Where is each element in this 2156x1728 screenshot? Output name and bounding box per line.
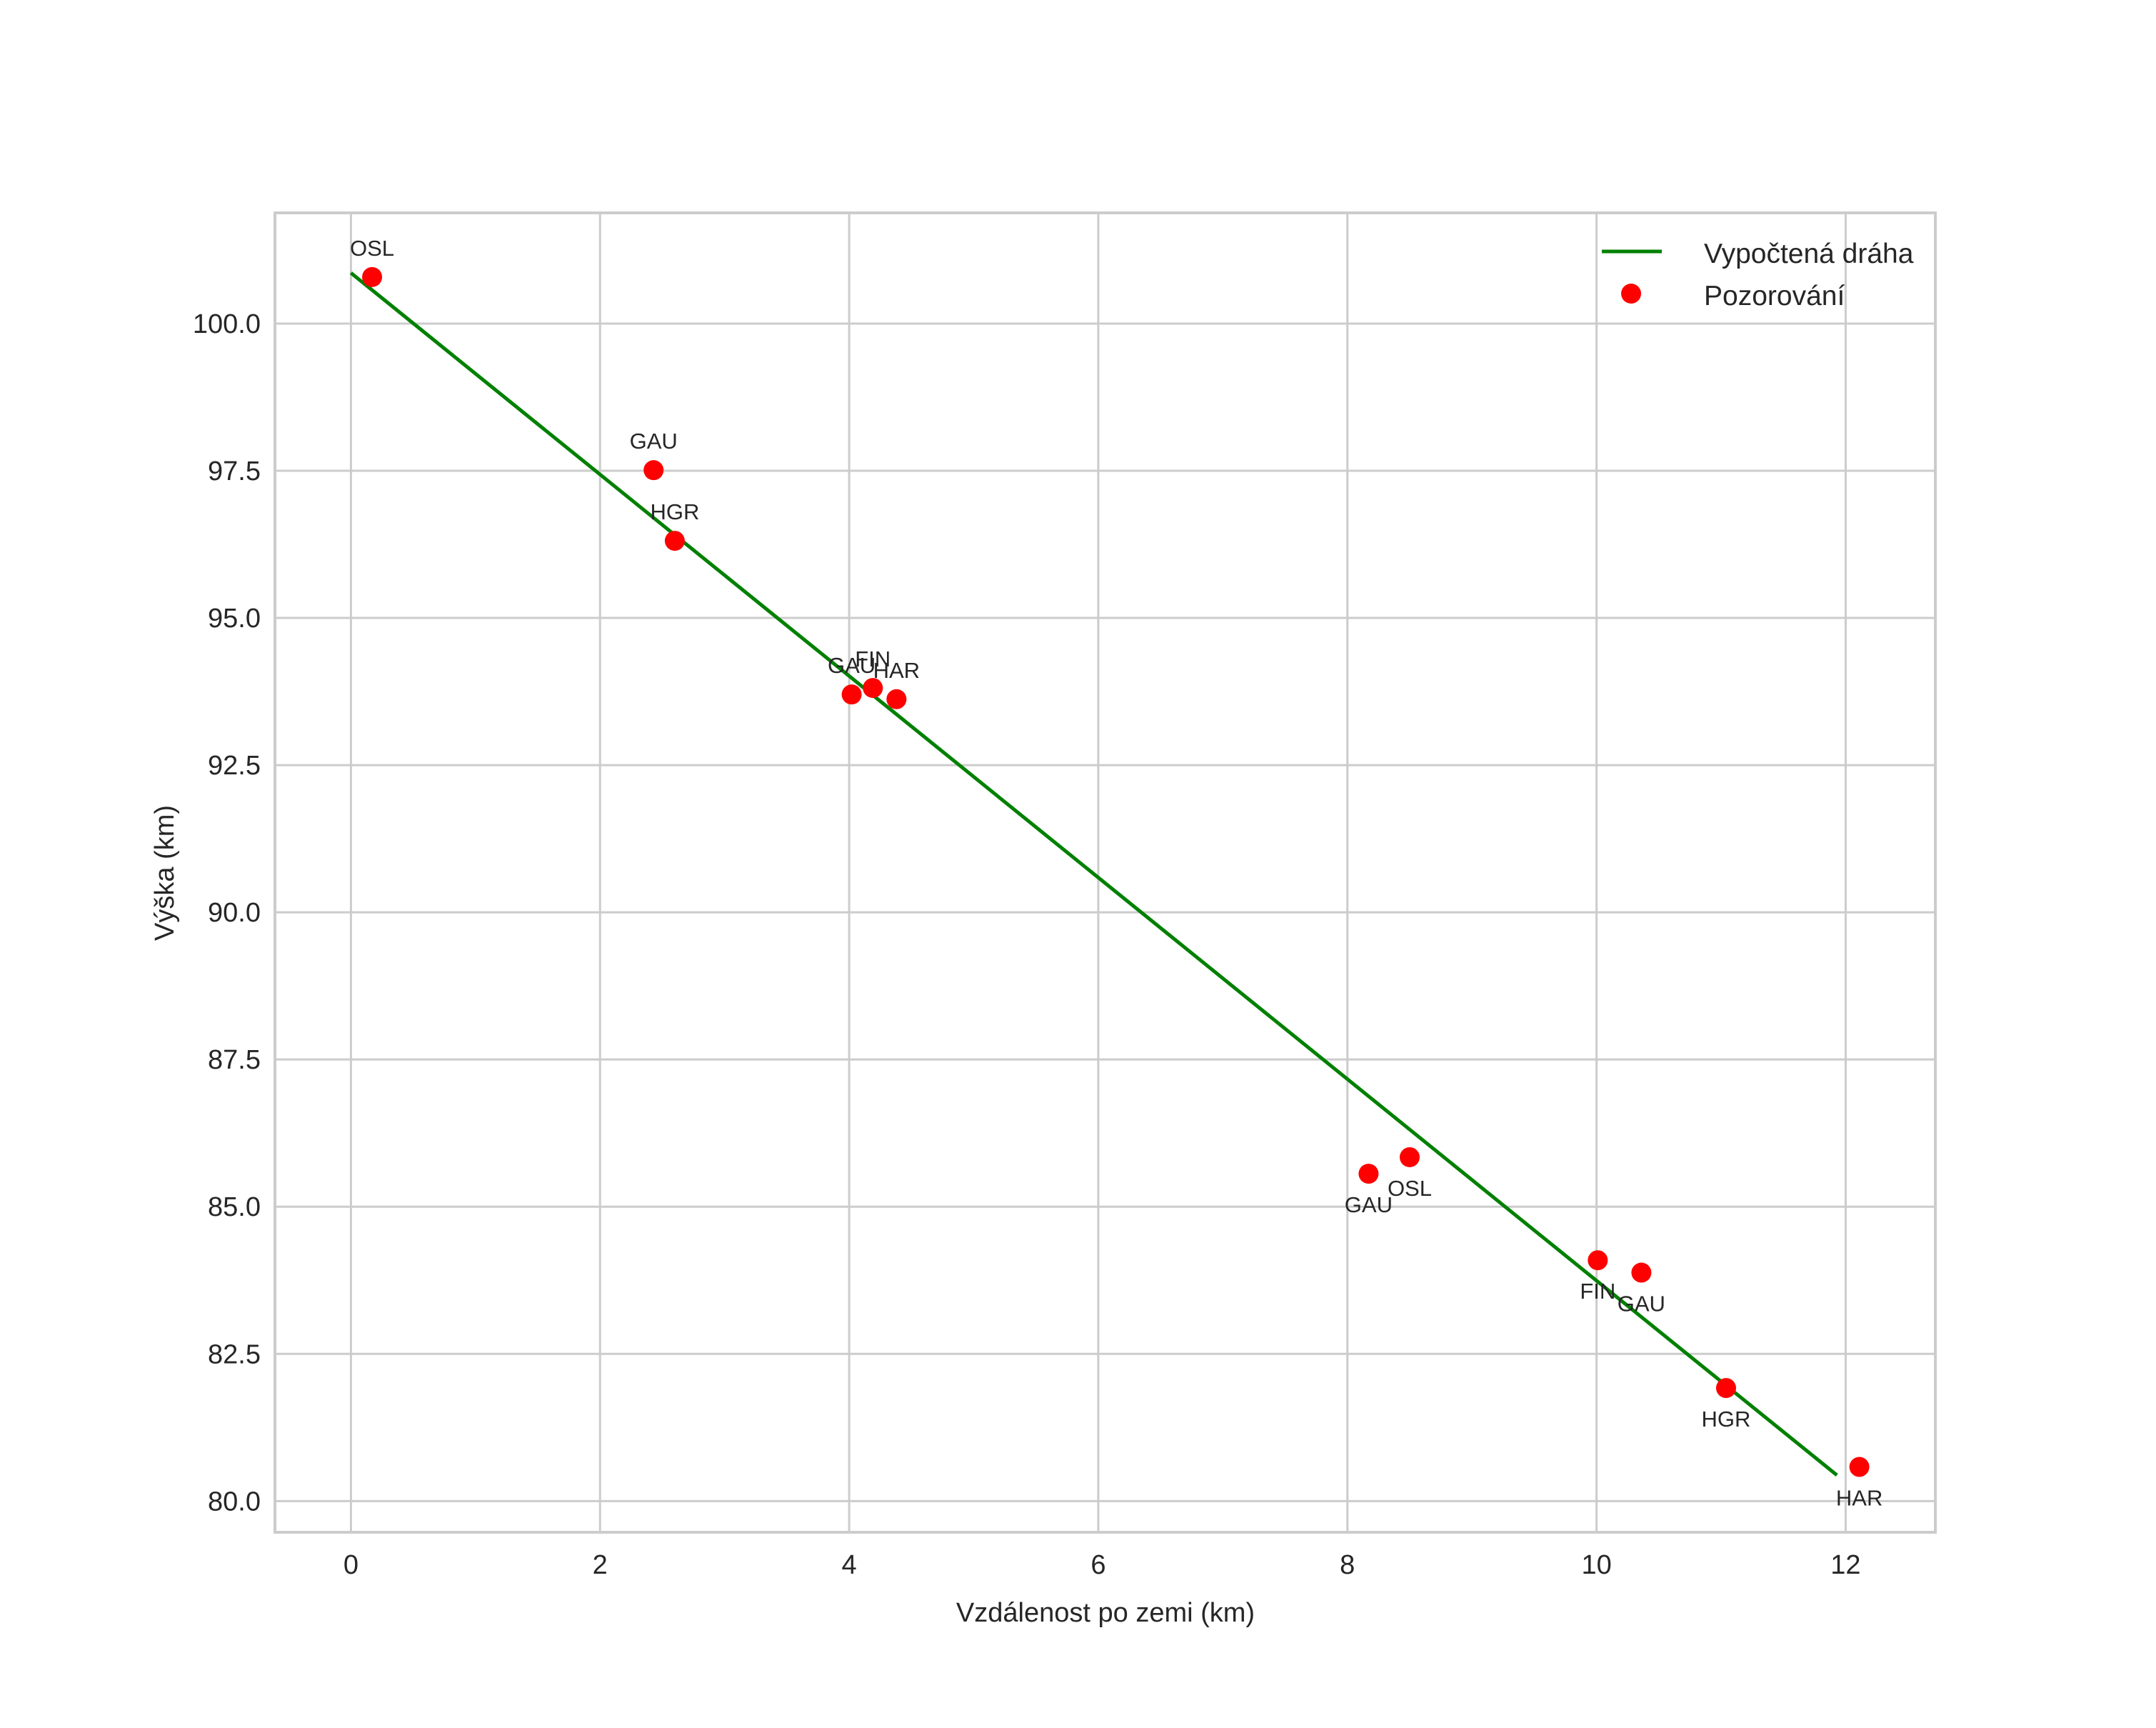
x-tick-label: 0 xyxy=(344,1550,359,1580)
axes-frame xyxy=(274,211,1937,1534)
computed-trajectory-line xyxy=(349,271,1838,1477)
station-label: GAU xyxy=(1345,1192,1393,1217)
observation-dot xyxy=(664,531,685,551)
x-axis-ticks: 0 2 4 6 8 10 12 xyxy=(344,1550,1861,1580)
y-tick-label: 100.0 xyxy=(193,309,261,339)
legend-item-observations: Pozorování xyxy=(1621,281,1845,311)
station-label: GAU xyxy=(828,653,876,678)
legend-item-computed-trajectory: Vypočtená dráha xyxy=(1602,239,1914,269)
trajectory-line xyxy=(349,271,1838,1477)
legend-label-computed-trajectory: Vypočtená dráha xyxy=(1704,239,1914,269)
observation-dot xyxy=(886,689,907,709)
station-label: FIN xyxy=(1580,1279,1615,1304)
y-tick-label: 85.0 xyxy=(208,1192,261,1222)
y-tick-label: 97.5 xyxy=(208,456,261,486)
observation-dot xyxy=(863,678,883,699)
station-label: OSL xyxy=(350,236,394,261)
observation-dot xyxy=(1358,1164,1379,1184)
y-tick-label: 80.0 xyxy=(208,1487,261,1517)
observation-dot xyxy=(1588,1250,1608,1271)
x-tick-label: 6 xyxy=(1090,1550,1105,1580)
x-tick-label: 12 xyxy=(1830,1550,1860,1580)
station-label: FIN xyxy=(855,646,891,671)
observation-dot xyxy=(1399,1147,1420,1167)
y-axis-label: Výška (km) xyxy=(150,805,180,941)
observation-points xyxy=(362,266,1870,1477)
y-tick-label: 82.5 xyxy=(208,1339,261,1369)
y-tick-label: 87.5 xyxy=(208,1045,261,1075)
y-tick-label: 90.0 xyxy=(208,898,261,928)
x-tick-label: 2 xyxy=(593,1550,608,1580)
x-tick-label: 4 xyxy=(841,1550,856,1580)
legend-dot-icon xyxy=(1621,284,1641,304)
x-tick-label: 10 xyxy=(1581,1550,1611,1580)
legend: Vypočtená dráha Pozorování xyxy=(1602,239,1914,311)
observation-dot xyxy=(841,684,862,705)
observation-dot xyxy=(643,460,664,481)
station-label: HAR xyxy=(1836,1486,1882,1511)
station-label: GAU xyxy=(1618,1292,1665,1317)
station-label: GAU xyxy=(630,429,678,454)
grid-lines xyxy=(275,213,1935,1532)
y-tick-label: 95.0 xyxy=(208,604,261,634)
station-label: HAR xyxy=(873,658,920,683)
station-label: HGR xyxy=(1702,1407,1751,1432)
y-axis-ticks: 80.0 82.5 85.0 87.5 90.0 92.5 95.0 97.5 100.0 xyxy=(193,309,261,1517)
observation-dot xyxy=(1631,1262,1652,1283)
observation-dot xyxy=(1849,1457,1870,1477)
observation-dot xyxy=(1715,1378,1736,1399)
x-tick-label: 8 xyxy=(1340,1550,1355,1580)
plot-area: 0 2 4 6 8 10 12 80.0 82.5 85.0 87.5 90.0 92.5 95.0 97… xyxy=(193,211,1937,1580)
legend-label-observations: Pozorování xyxy=(1704,281,1845,311)
station-label: OSL xyxy=(1388,1176,1432,1201)
observation-dot xyxy=(362,266,383,287)
x-axis-label: Vzdálenost po zemi (km) xyxy=(956,1598,1255,1628)
y-tick-label: 92.5 xyxy=(208,751,261,781)
station-label: HGR xyxy=(650,499,699,524)
